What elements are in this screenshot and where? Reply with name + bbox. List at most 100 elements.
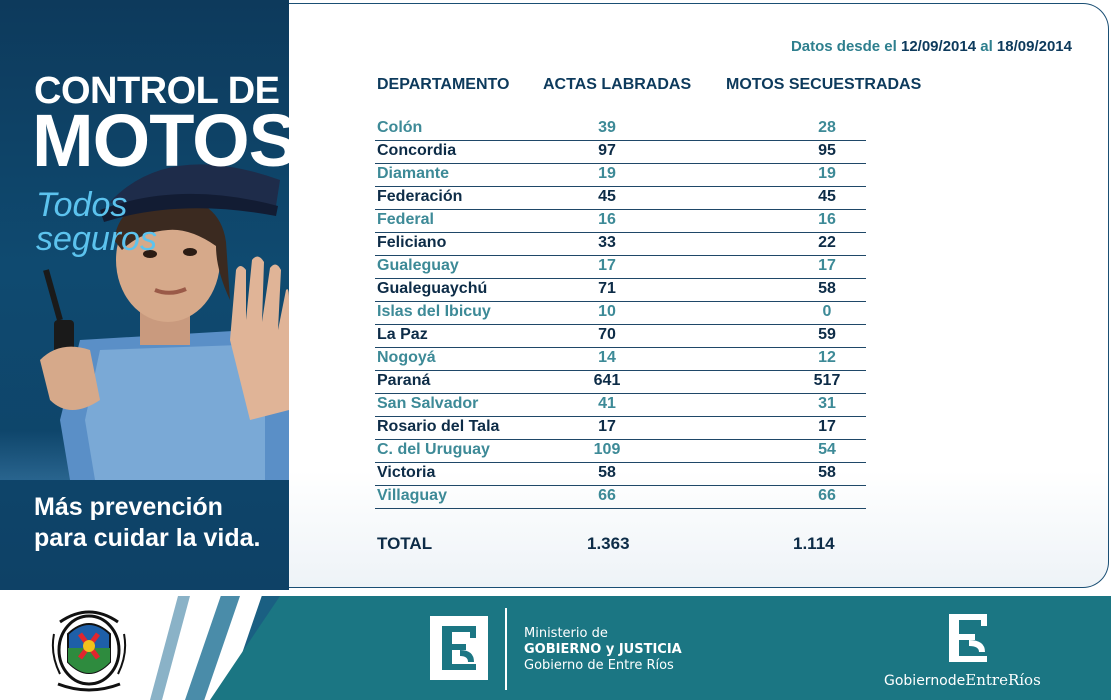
cell-actas: 10 (598, 303, 616, 320)
cell-departamento: Villaguay (377, 487, 447, 504)
brand-part3: EntreRíos (965, 671, 1041, 689)
cell-departamento: Nogoyá (377, 349, 436, 366)
header-departamento: DEPARTAMENTO (377, 76, 510, 93)
cell-motos: 19 (818, 165, 836, 182)
left-banner: CONTROL DE MOTOS Todos seguros Más preve… (0, 0, 289, 590)
cell-departamento: Colón (377, 119, 423, 136)
date-end: 18/09/2014 (996, 38, 1072, 55)
table-row: Federación 45 45 (375, 186, 866, 210)
date-prefix: Datos desde el (790, 38, 897, 55)
cell-motos: 17 (818, 257, 836, 274)
cell-actas: 45 (598, 188, 616, 205)
title-motos: MOTOS (32, 99, 289, 182)
date-range: Datos desde el 12/09/2014 al 18/09/2014 (791, 38, 1072, 55)
cell-departamento: Paraná (377, 372, 431, 389)
brand-part2: de (947, 673, 966, 689)
cell-motos: 16 (818, 211, 836, 228)
slogan-line1: Todos (36, 186, 128, 224)
cell-motos: 58 (818, 464, 836, 481)
cell-departamento: Diamante (377, 165, 450, 182)
table-row: Islas del Ibicuy 10 0 (375, 301, 866, 325)
cell-motos: 517 (813, 372, 841, 389)
slogan-line2: seguros (36, 220, 157, 258)
prevention-message: Más prevención para cuidar la vida. (34, 492, 261, 554)
cell-departamento: Concordia (377, 142, 457, 159)
ministry-line3: Gobierno de Entre Ríos (524, 658, 674, 673)
table-row: Victoria 58 58 (375, 462, 866, 486)
cell-motos: 66 (818, 487, 836, 504)
table-row: La Paz 70 59 (375, 324, 866, 348)
cell-motos: 0 (822, 303, 832, 320)
footer-divider (505, 608, 507, 690)
officer-illustration (40, 164, 289, 480)
decor-stripe-light (150, 596, 190, 700)
cell-actas: 17 (598, 418, 616, 435)
table-row: C. del Uruguay 109 54 (375, 439, 866, 463)
cell-motos: 12 (818, 349, 836, 366)
provincial-crest-icon (51, 610, 127, 692)
cell-departamento: Islas del Ibicuy (377, 303, 491, 320)
cell-actas: 19 (598, 165, 616, 182)
table-row: Gualeguay 17 17 (375, 255, 866, 279)
cell-motos: 54 (818, 441, 836, 458)
table-row: Colón 39 28 (375, 117, 866, 141)
cell-departamento: Federal (377, 211, 434, 228)
government-brand: GobiernodeEntreRíos (884, 671, 1041, 689)
cell-departamento: Feliciano (377, 234, 447, 251)
date-middle: al (980, 38, 993, 55)
cell-motos: 31 (818, 395, 836, 412)
cell-actas: 33 (598, 234, 616, 251)
cell-motos: 58 (818, 280, 836, 297)
cell-departamento: Rosario del Tala (377, 418, 500, 435)
cell-actas: 39 (598, 119, 616, 136)
total-motos: 1.114 (793, 534, 835, 553)
data-table-panel: Datos desde el 12/09/2014 al 18/09/2014 … (289, 3, 1109, 588)
header-motos: MOTOS SECUESTRADAS (726, 76, 922, 93)
ministry-block: Ministerio de GOBIERNO y JUSTICIA Gobier… (524, 626, 682, 674)
cell-actas: 17 (598, 257, 616, 274)
cell-departamento: Gualeguay (377, 257, 459, 274)
prevention-line2: para cuidar la vida. (34, 524, 261, 552)
cell-motos: 59 (818, 326, 836, 343)
title-control-de: CONTROL DE (34, 70, 280, 112)
ministry-line1: Ministerio de (524, 626, 608, 641)
cell-actas: 16 (598, 211, 616, 228)
entre-rios-logo-icon (430, 616, 488, 680)
date-start: 12/09/2014 (900, 38, 977, 55)
table-row: Villaguay 66 66 (375, 485, 866, 509)
cell-motos: 95 (818, 142, 836, 159)
cell-actas: 58 (598, 464, 616, 481)
cell-actas: 66 (598, 487, 616, 504)
table-row: Paraná 641 517 (375, 370, 866, 394)
table-row: Federal 16 16 (375, 209, 866, 233)
entre-rios-logo-icon (949, 614, 987, 662)
table-row: Diamante 19 19 (375, 163, 866, 187)
table-row: Concordia 97 95 (375, 140, 866, 164)
table-row: Rosario del Tala 17 17 (375, 416, 866, 440)
cell-actas: 641 (593, 372, 621, 389)
cell-actas: 41 (598, 395, 616, 412)
cell-motos: 22 (818, 234, 836, 251)
cell-departamento: Victoria (377, 464, 436, 481)
cell-departamento: Gualeguaychú (377, 280, 488, 297)
header-actas: ACTAS LABRADAS (543, 76, 692, 93)
footer-teal-bar (210, 596, 1111, 700)
table-row: Feliciano 33 22 (375, 232, 866, 256)
footer: Ministerio de GOBIERNO y JUSTICIA Gobier… (0, 596, 1111, 700)
total-label: TOTAL (377, 534, 433, 553)
slogan: Todos seguros (36, 188, 157, 256)
table-row: Nogoyá 14 12 (375, 347, 866, 371)
table-row: Gualeguaychú 71 58 (375, 278, 866, 302)
brand-part1: Gobierno (884, 673, 948, 689)
cell-departamento: Federación (377, 188, 463, 205)
cell-actas: 14 (598, 349, 616, 366)
cell-motos: 17 (818, 418, 836, 435)
cell-actas: 71 (598, 280, 616, 297)
cell-departamento: C. del Uruguay (377, 441, 490, 458)
cell-actas: 70 (598, 326, 616, 343)
ministry-line2: GOBIERNO y JUSTICIA (524, 642, 682, 657)
prevention-line1: Más prevención (34, 493, 223, 521)
cell-departamento: La Paz (377, 326, 428, 343)
cell-departamento: San Salvador (377, 395, 479, 412)
cell-actas: 97 (598, 142, 616, 159)
